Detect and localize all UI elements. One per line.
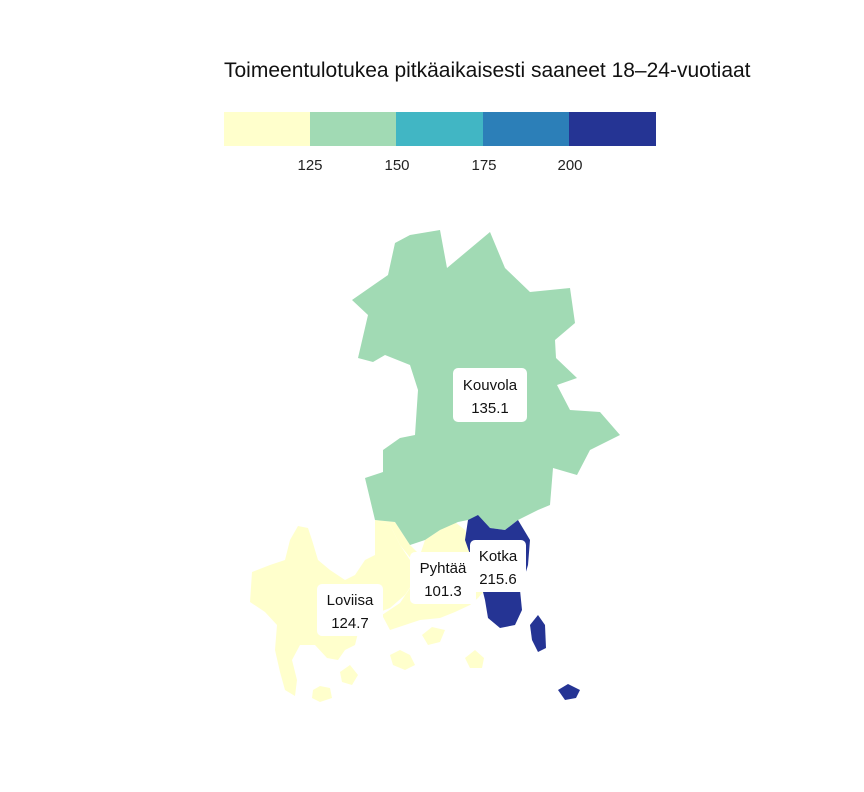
- region-name: Pyhtää: [420, 560, 467, 577]
- label-loviisa: Loviisa 124.7: [317, 584, 383, 636]
- label-pyhtaa: Pyhtää 101.3: [410, 552, 476, 604]
- region-value: 101.3: [424, 583, 462, 600]
- label-box: [453, 368, 527, 422]
- kotka-island: [558, 684, 580, 700]
- legend-break-200: 200: [557, 157, 582, 174]
- label-box: [470, 540, 526, 592]
- region-name: Loviisa: [327, 592, 374, 609]
- legend-break-150: 150: [384, 157, 409, 174]
- kotka-island: [530, 615, 546, 652]
- region-value: 124.7: [331, 615, 369, 632]
- legend-bin-2: [310, 112, 397, 146]
- legend-bin-3: [396, 112, 484, 146]
- label-kotka: Kotka 215.6: [470, 540, 526, 592]
- legend-bin-5: [569, 112, 656, 146]
- region-value: 135.1: [471, 400, 509, 417]
- region-name: Kouvola: [463, 377, 518, 394]
- map-title: Toimeentulotukea pitkäaikaisesti saaneet…: [224, 59, 751, 82]
- legend-bin-4: [483, 112, 570, 146]
- label-box: [410, 552, 476, 604]
- region-value: 215.6: [479, 571, 517, 588]
- label-box: [317, 584, 383, 636]
- label-kouvola: Kouvola 135.1: [453, 368, 527, 422]
- region-name: Kotka: [479, 548, 518, 565]
- legend: 125 150 175 200: [224, 112, 656, 174]
- legend-break-175: 175: [471, 157, 496, 174]
- legend-break-125: 125: [297, 157, 322, 174]
- legend-bin-1: [224, 112, 311, 146]
- loviisa-island: [340, 665, 358, 685]
- pyhtaa-island: [422, 627, 445, 645]
- loviisa-island: [312, 686, 332, 702]
- pyhtaa-island: [465, 650, 484, 668]
- pyhtaa-island: [390, 650, 415, 670]
